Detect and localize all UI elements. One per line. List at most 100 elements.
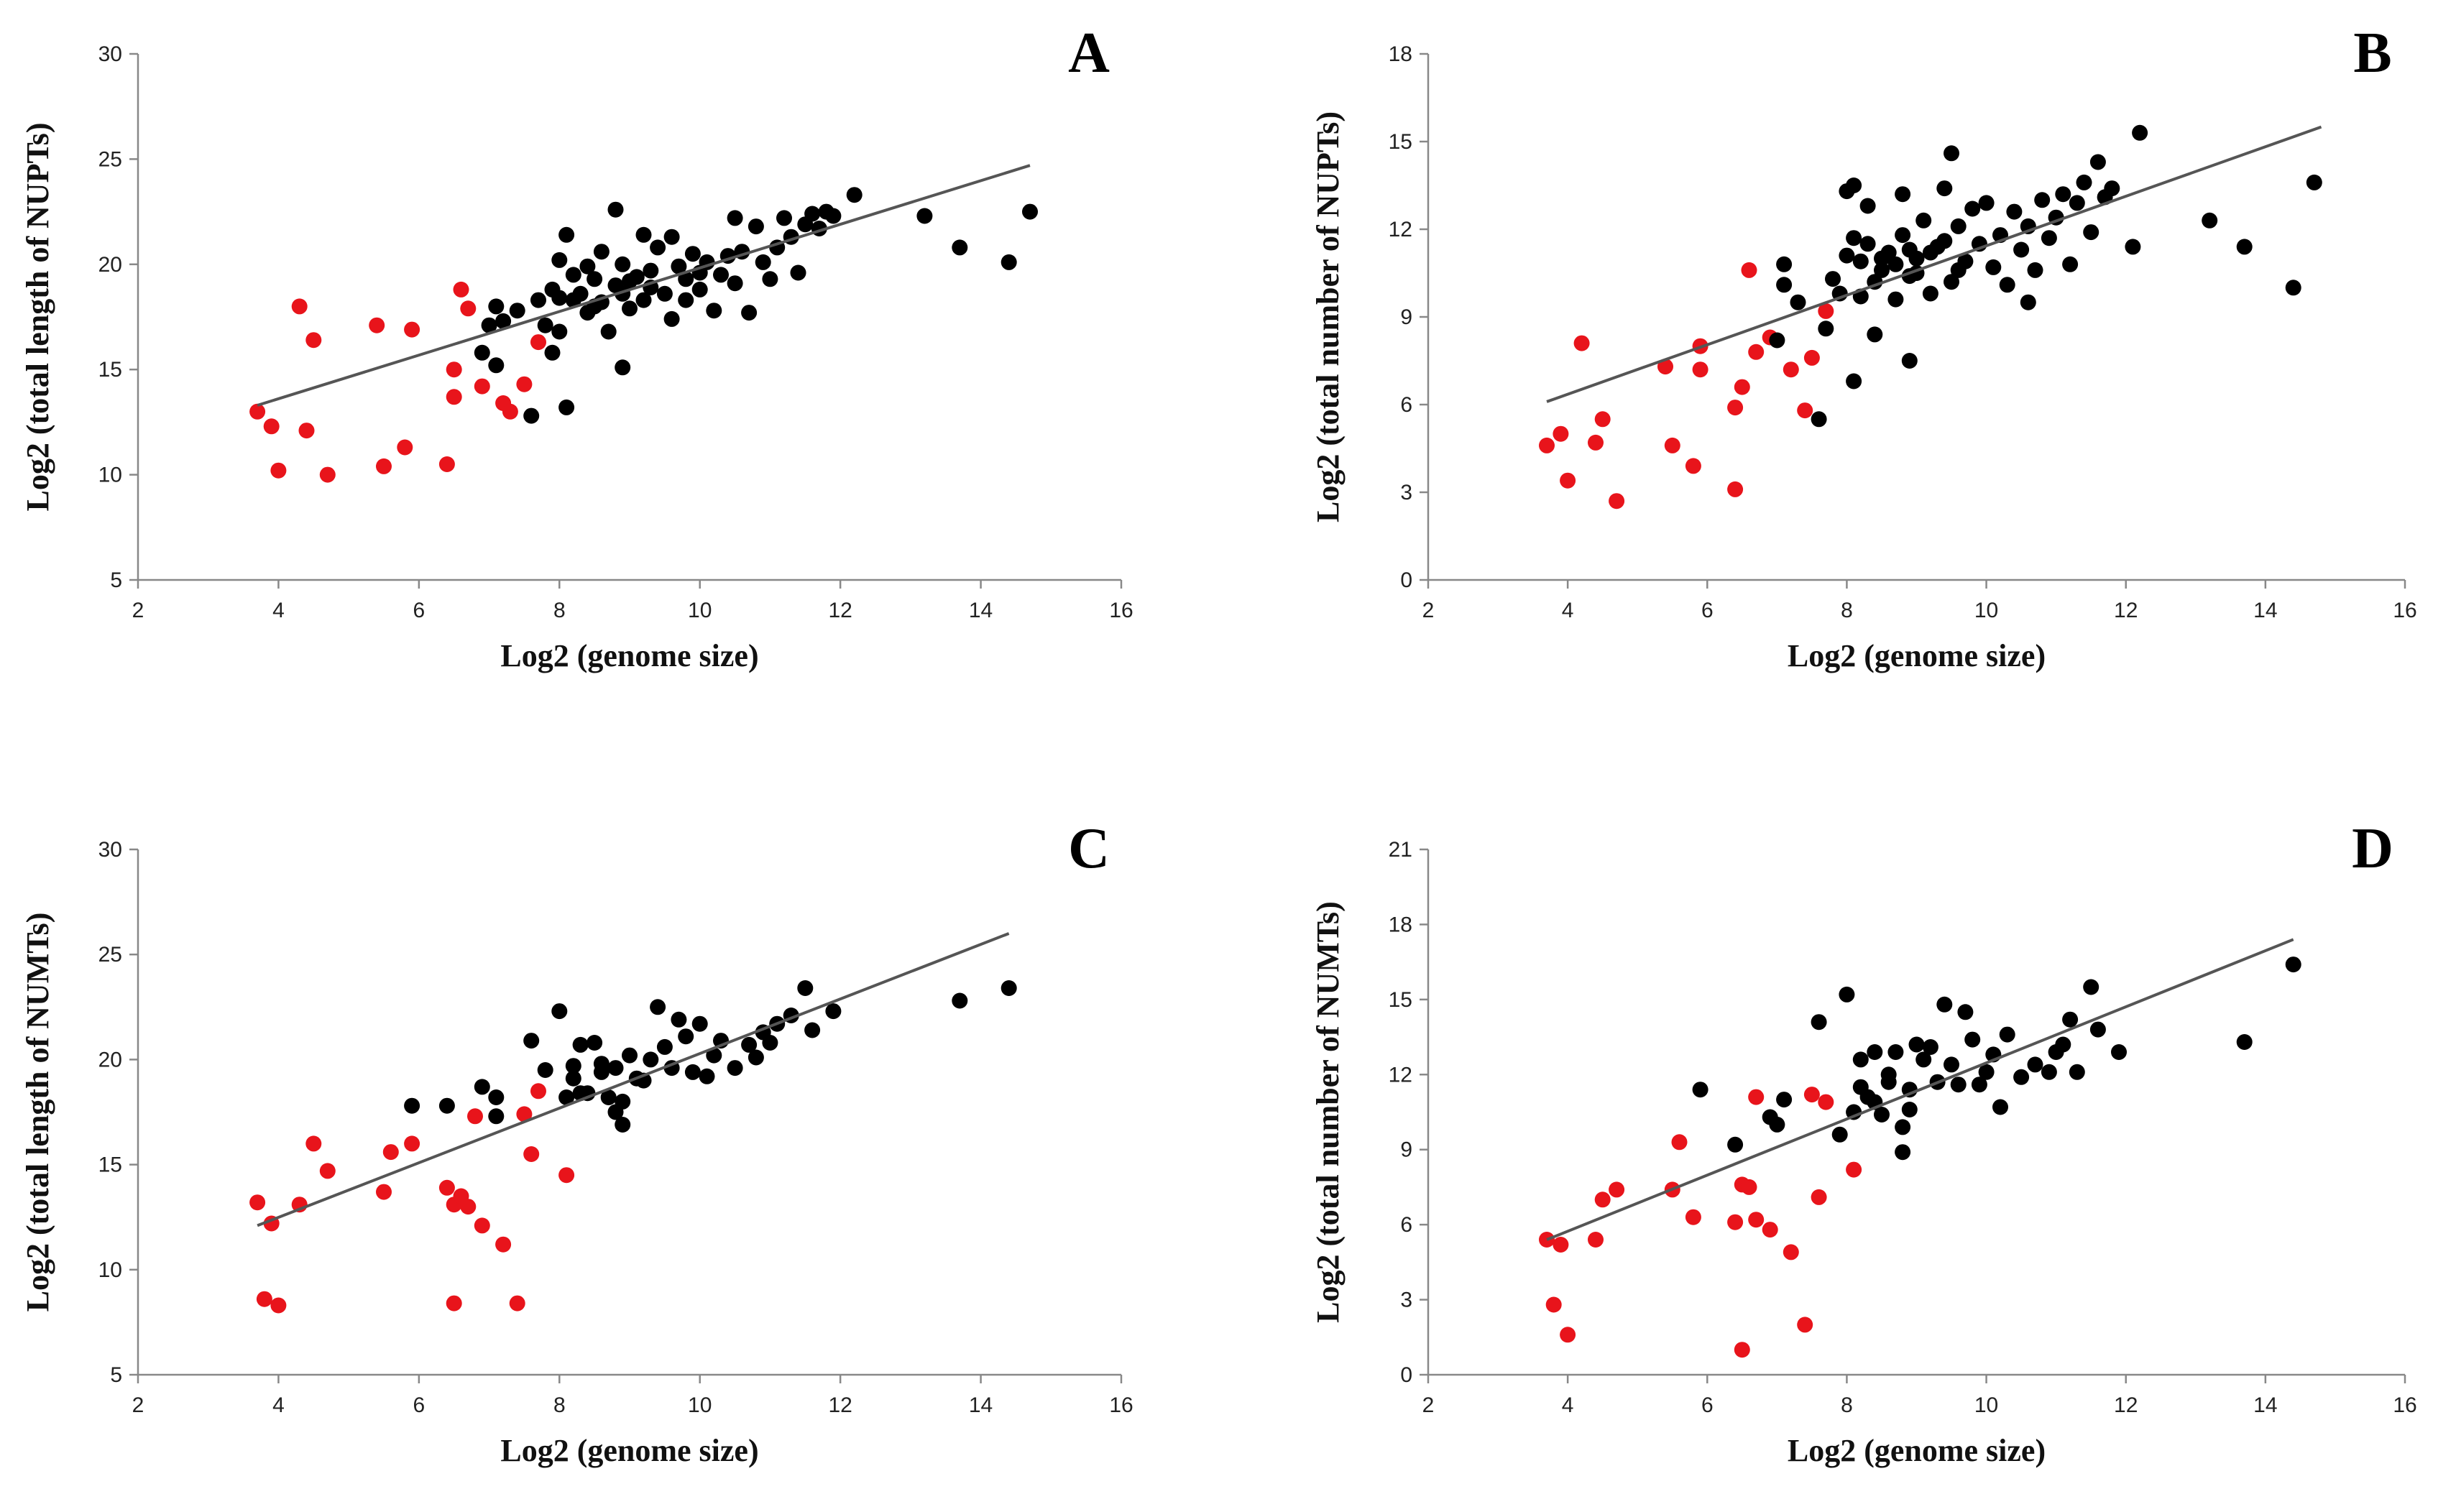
panel-d-point <box>2083 979 2099 995</box>
panel-a-point <box>741 305 758 321</box>
panel-d-point <box>2089 1021 2106 1038</box>
panel-d-point <box>2041 1064 2057 1080</box>
panel-b-point <box>1741 262 1757 278</box>
panel-c-point <box>305 1135 322 1152</box>
panel-d-point <box>2285 956 2301 973</box>
panel-a-point <box>1022 203 1038 220</box>
panel-a-point <box>397 439 413 456</box>
panel-a-point <box>706 303 722 319</box>
panel-a-x-tick-label: 12 <box>828 599 852 622</box>
panel-b-point <box>1936 233 1953 249</box>
panel-c-point <box>488 1089 505 1105</box>
panel-a-x-tick-label: 16 <box>1109 599 1133 622</box>
panel-d-y-tick-label: 15 <box>1389 988 1412 1012</box>
panel-d-y-tick-label: 21 <box>1389 838 1412 862</box>
panel-c-point <box>474 1079 490 1095</box>
panel-b-point <box>2020 294 2036 310</box>
panel-c-x-tick-label: 4 <box>272 1393 285 1417</box>
panel-d-point <box>1950 1077 1967 1093</box>
panel-c-point <box>825 1003 842 1020</box>
panel-b-axes <box>1427 54 2405 581</box>
panel-a-point <box>481 317 497 333</box>
panel-c-point <box>565 1058 581 1074</box>
panel-b-x-tick-label: 2 <box>1422 599 1435 622</box>
panel-d-point <box>1776 1092 1793 1108</box>
panel-b-point <box>1839 247 1855 264</box>
panel-c-y-tick-label: 15 <box>98 1153 122 1177</box>
panel-b-point <box>1553 425 1569 442</box>
panel-b-y-tick-label: 6 <box>1400 393 1412 417</box>
panel-b-point <box>2285 280 2301 296</box>
panel-c-point <box>727 1060 743 1077</box>
panel-a-point <box>460 300 477 317</box>
panel-d-point <box>1560 1327 1576 1343</box>
panel-a-point <box>488 298 505 315</box>
panel-d-point <box>1762 1222 1778 1238</box>
panel-a-point <box>446 389 462 405</box>
panel-a-x-tick-label: 2 <box>132 599 144 622</box>
panel-b-point <box>1867 326 1883 343</box>
panel-a-point <box>530 292 546 308</box>
panel-b: 2 4 6 8 10 12 14 16 0 3 6 9 12 15 18 B Log2 (genome si… <box>1310 22 2417 673</box>
panel-a-point <box>952 239 968 256</box>
panel-a-x-tick-label: 10 <box>688 599 712 622</box>
panel-c-x-tick-label: 2 <box>132 1393 144 1417</box>
panel-a-point <box>565 292 581 308</box>
panel-a-point <box>635 292 652 308</box>
panel-b-point <box>1748 344 1765 360</box>
panel-b-point <box>1727 400 1744 416</box>
panel-d-point <box>1922 1039 1938 1055</box>
panel-b-letter: B <box>2353 22 2391 85</box>
panel-b-point <box>1985 259 2002 275</box>
panel-c-point <box>474 1217 490 1234</box>
panel-d: 2 4 6 8 10 12 14 16 0 3 6 9 12 15 18 21 D Log2 (genome … <box>1310 817 2417 1468</box>
panel-c-point <box>376 1184 392 1200</box>
panel-b-point <box>1887 256 1904 272</box>
panel-a-point <box>509 303 525 319</box>
panel-a-point <box>663 229 680 245</box>
panel-b-x-tick-label: 10 <box>1974 599 1998 622</box>
panel-b-point <box>1803 349 1820 366</box>
panel-b-point <box>1859 198 1876 214</box>
panel-a-point <box>404 321 420 338</box>
panel-b-y-tick-label: 3 <box>1400 481 1412 504</box>
panel-a-point <box>544 344 561 361</box>
panel-c: 2 4 6 8 10 12 14 16 5 10 15 20 25 30 C Log2 (genome s… <box>20 817 1133 1468</box>
panel-d-point <box>2027 1056 2043 1073</box>
panel-c-point <box>537 1062 553 1078</box>
panel-d-point <box>1839 986 1855 1002</box>
panel-b-point <box>1895 227 1911 244</box>
panel-a-point <box>446 361 462 378</box>
panel-c-point <box>650 999 666 1015</box>
panel-c-point <box>643 1051 659 1068</box>
panel-b-point <box>1859 236 1876 252</box>
panel-a-point <box>495 313 512 329</box>
panel-b-point <box>1776 256 1793 272</box>
panel-b-x-tick-label: 12 <box>2114 599 2138 622</box>
panel-a-ticks: 2 4 6 8 10 12 14 16 5 10 15 20 25 30 <box>98 42 1133 622</box>
panel-a-axes <box>137 54 1121 581</box>
panel-c-point <box>404 1097 420 1114</box>
panel-b-point <box>2055 186 2071 203</box>
panel-b-y-tick-label: 18 <box>1389 42 1412 66</box>
panel-d-point <box>1908 1036 1925 1053</box>
panel-a-point <box>755 254 771 270</box>
panel-a-point <box>488 357 505 374</box>
panel-c-x-tick-label: 12 <box>828 1393 852 1417</box>
panel-d-x-axis-label: Log2 (genome size) <box>1788 1433 2046 1468</box>
panel-a-point <box>593 244 610 260</box>
panel-c-point <box>446 1295 462 1312</box>
panel-c-x-tick-label: 14 <box>969 1393 993 1417</box>
panel-b-point <box>1887 291 1904 308</box>
panel-b-x-tick-label: 4 <box>1562 599 1574 622</box>
panel-c-point <box>467 1108 483 1125</box>
panel-a-point <box>551 323 568 340</box>
panel-b-point <box>1846 178 1862 193</box>
panel-d-point <box>1964 1031 1981 1048</box>
panel-b-point <box>1588 434 1604 451</box>
panel-c-point <box>587 1035 603 1051</box>
panel-b-point <box>1692 361 1708 378</box>
panel-b-point <box>1874 250 1890 267</box>
panel-c-point <box>270 1297 287 1314</box>
